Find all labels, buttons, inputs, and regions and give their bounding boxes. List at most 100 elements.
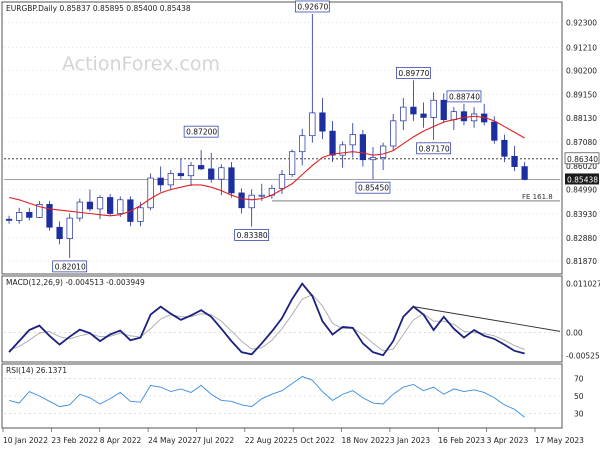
candle-body xyxy=(177,173,185,177)
main-panel-frame xyxy=(1,1,563,275)
macd-panel: 0.011027 0.00 -0.005253 xyxy=(4,280,600,360)
candle-body xyxy=(117,199,124,214)
candle-body xyxy=(5,218,13,221)
rsi-panel-frame xyxy=(1,363,563,429)
x-axis-tick-label: 8 Apr 2022 xyxy=(100,436,142,445)
x-axis-tick-label: 10 Jan 2022 xyxy=(3,436,48,445)
main-y-tick-label: 0.92300 xyxy=(566,18,597,27)
macd-line xyxy=(8,282,525,357)
x-axis-tick-label: 22 Aug 2022 xyxy=(245,436,293,445)
candle-body xyxy=(26,212,33,218)
candle-body xyxy=(420,113,427,118)
rsi-y-tick-label: 70 xyxy=(574,374,584,383)
candle-body xyxy=(197,165,205,170)
candle-body xyxy=(430,99,437,118)
candle-body xyxy=(450,111,457,121)
candle-body xyxy=(460,111,468,122)
price-label-box xyxy=(52,260,88,273)
x-axis-tick-label: 16 Feb 2023 xyxy=(438,436,485,445)
candle-body xyxy=(258,194,265,197)
candle-body xyxy=(400,106,407,122)
candle-body xyxy=(238,192,245,209)
main-y-tick-label: 0.87080 xyxy=(566,138,597,147)
macd-header: MACD(12,26,9) -0.004513 -0.003949 xyxy=(6,278,145,287)
price-label-box xyxy=(355,181,391,194)
candle-body xyxy=(36,204,43,218)
main-y-tick-label: 0.81870 xyxy=(566,257,597,266)
main-y-tick-label: 0.84990 xyxy=(566,186,597,195)
candle-body xyxy=(369,157,377,161)
macd-trendline xyxy=(413,306,561,332)
price-label-text: 0.92670 xyxy=(297,2,328,11)
candle-body xyxy=(501,139,508,157)
price-label-text: 0.88740 xyxy=(449,92,480,101)
candle-body xyxy=(228,167,235,194)
macd-panel-frame xyxy=(1,275,563,363)
candle-body xyxy=(339,144,346,156)
candle-body xyxy=(359,134,367,161)
current-price-tag xyxy=(565,173,599,185)
candle-body xyxy=(288,151,296,175)
candle-body xyxy=(319,112,326,132)
level-tag-label: 0.86340 xyxy=(567,155,598,164)
main-y-tick-label: 0.83930 xyxy=(566,210,597,219)
candle-body xyxy=(147,177,154,209)
price-label-box xyxy=(294,0,330,13)
candle-body xyxy=(390,120,397,147)
rsi-panel: 70 50 30 xyxy=(4,374,584,419)
price-label-text: 0.87200 xyxy=(186,128,217,137)
rsi-header: RSI(14) 26.1371 xyxy=(6,366,67,375)
price-label-box xyxy=(183,125,219,138)
rsi-y-tick-label: 30 xyxy=(574,410,584,419)
candle-body xyxy=(167,173,174,186)
x-axis-tick-label: 17 May 2023 xyxy=(535,436,584,445)
moving-average-line xyxy=(8,115,525,217)
candle-body xyxy=(440,99,447,121)
candle-body xyxy=(96,197,104,210)
fibonacci-label: FE 161.8 xyxy=(522,193,553,201)
candle-body xyxy=(56,226,63,240)
candle-body xyxy=(329,130,336,156)
candle-body xyxy=(299,135,306,153)
candle-body xyxy=(46,204,53,228)
price-label-text: 0.89770 xyxy=(398,69,429,78)
candle-body xyxy=(521,166,528,180)
main-y-tick-label: 0.86020 xyxy=(566,162,597,171)
candle-body xyxy=(511,155,518,167)
main-y-tick-label: 0.89150 xyxy=(566,91,597,100)
candle-body xyxy=(137,207,144,222)
price-label-text: 0.85450 xyxy=(358,184,389,193)
x-axis-tick-label: 23 Feb 2022 xyxy=(51,436,98,445)
candle-body xyxy=(157,177,164,186)
candle-body xyxy=(349,134,356,146)
main-y-tick-label: 0.90200 xyxy=(566,67,597,76)
candle-body xyxy=(107,197,114,214)
candle-body xyxy=(218,167,225,180)
level-tag-box xyxy=(564,152,600,165)
x-axis-tick-label: 5 Oct 2022 xyxy=(293,436,335,445)
candle-body xyxy=(278,174,286,189)
x-axis-tick-label: 24 May 2022 xyxy=(148,436,197,445)
macd-signal-line xyxy=(8,294,525,352)
candle-body xyxy=(76,201,83,219)
x-axis-tick-label: 3 Apr 2023 xyxy=(487,436,529,445)
x-axis-tick-label: 3 Jan 2023 xyxy=(390,436,430,445)
macd-y-tick-label: 0.00 xyxy=(566,328,583,337)
price-label-text: 0.83380 xyxy=(237,231,268,240)
candle-body xyxy=(208,168,215,180)
candle-body xyxy=(379,145,387,158)
rsi-y-tick-label: 50 xyxy=(574,392,584,401)
candle-body xyxy=(309,112,316,137)
candle-body xyxy=(187,165,195,177)
candle-body xyxy=(16,212,23,221)
candle-body xyxy=(66,217,73,240)
x-axis: 10 Jan 2022 23 Feb 2022 8 Apr 2022 24 May 2… xyxy=(2,428,584,445)
x-axis-tick-label: 18 Nov 2022 xyxy=(342,436,390,445)
candle-body xyxy=(491,121,498,141)
main-y-tick-label: 0.91210 xyxy=(566,43,597,52)
main-y-tick-label: 0.82880 xyxy=(566,234,597,243)
macd-y-tick-label: -0.005253 xyxy=(566,351,600,360)
price-label-box xyxy=(396,66,431,79)
price-label-box xyxy=(234,229,270,241)
